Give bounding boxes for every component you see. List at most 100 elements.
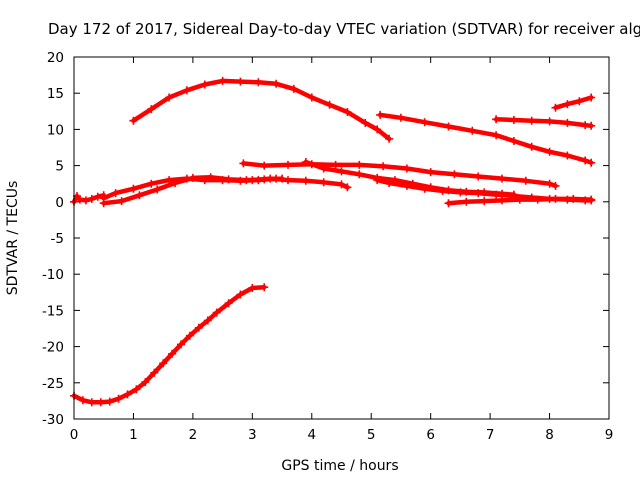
data-point (444, 199, 453, 208)
data-point (385, 179, 394, 187)
data-point (105, 397, 114, 406)
data-point (159, 359, 168, 368)
data-point (551, 103, 560, 112)
series-track-13 (551, 93, 596, 112)
data-point (587, 195, 596, 204)
series-track-7 (248, 174, 352, 192)
data-point (147, 179, 156, 188)
data-point (272, 79, 281, 88)
data-point (135, 191, 144, 200)
data-point (188, 173, 197, 182)
data-point (248, 176, 257, 185)
data-point (260, 161, 269, 170)
data-point (224, 175, 233, 184)
data-point (319, 164, 328, 173)
data-point (587, 121, 596, 130)
data-point (206, 173, 215, 182)
data-point (587, 93, 596, 102)
data-point (527, 142, 536, 151)
y-tick-label: 20 (47, 50, 64, 66)
data-point (87, 194, 96, 203)
data-point (236, 77, 245, 86)
data-point (319, 178, 328, 187)
data-point (177, 340, 185, 349)
y-axis-label: SDTVAR / TECUs (5, 181, 21, 296)
data-point (563, 100, 572, 109)
data-point (509, 116, 518, 124)
x-tick-label: 2 (189, 427, 198, 443)
data-point (355, 170, 364, 179)
data-point (289, 84, 298, 93)
series-track-6 (239, 159, 560, 190)
data-point (93, 192, 102, 201)
data-point (185, 331, 194, 340)
data-point (515, 195, 524, 204)
data-point (331, 160, 340, 169)
data-point (545, 179, 554, 188)
data-point (456, 188, 465, 197)
data-point (301, 176, 310, 185)
data-point (474, 189, 483, 198)
data-point (587, 158, 596, 167)
data-point (376, 110, 385, 119)
data-point (96, 398, 105, 407)
data-point (248, 284, 257, 292)
x-tick-label: 1 (129, 427, 138, 443)
data-point (498, 174, 506, 183)
plot-frame (73, 56, 610, 420)
data-point (509, 137, 518, 145)
data-point (492, 190, 501, 199)
data-point (132, 385, 141, 394)
y-tick-label: -20 (42, 340, 64, 356)
data-point (266, 174, 275, 183)
x-tick-label: 5 (367, 427, 376, 443)
data-point (533, 195, 542, 204)
y-axis-label-group: SDTVAR / TECUs (5, 181, 21, 296)
x-tick-label: 0 (70, 427, 79, 443)
data-point (284, 160, 292, 169)
data-point (462, 197, 471, 206)
data-point (402, 164, 411, 173)
data-point (325, 100, 334, 109)
data-point (141, 378, 150, 387)
series-track-5 (70, 283, 269, 407)
data-point (129, 184, 138, 193)
y-tick-label: 5 (55, 159, 64, 175)
data-point (239, 159, 248, 168)
x-tick-label: 4 (307, 427, 316, 443)
data-point (236, 290, 245, 299)
data-point (200, 80, 209, 89)
data-point (194, 323, 203, 332)
data-point (545, 147, 554, 156)
series-line (131, 78, 392, 142)
x-tick-label: 8 (545, 427, 554, 443)
data-point (307, 93, 316, 102)
data-point (78, 396, 87, 405)
data-point (260, 283, 269, 292)
data-point (569, 194, 578, 203)
data-point (111, 189, 120, 198)
data-point (337, 180, 346, 189)
data-point (182, 86, 191, 95)
data-point (385, 134, 394, 143)
y-tick-label: 0 (55, 195, 64, 211)
data-point (551, 194, 560, 203)
data-point (355, 160, 364, 169)
y-tick-label: 15 (47, 86, 64, 102)
data-point (165, 176, 174, 185)
series-line (553, 95, 594, 110)
data-point (527, 116, 536, 125)
data-point (168, 349, 177, 358)
y-tick-label: -15 (42, 303, 64, 319)
data-point (99, 199, 108, 208)
data-point (498, 196, 506, 205)
data-point (147, 105, 156, 114)
data-point (551, 181, 560, 190)
data-point (150, 368, 159, 377)
data-point (426, 168, 435, 177)
data-point (563, 151, 572, 160)
data-point (129, 116, 138, 125)
data-point (444, 122, 453, 131)
data-point (575, 97, 584, 106)
